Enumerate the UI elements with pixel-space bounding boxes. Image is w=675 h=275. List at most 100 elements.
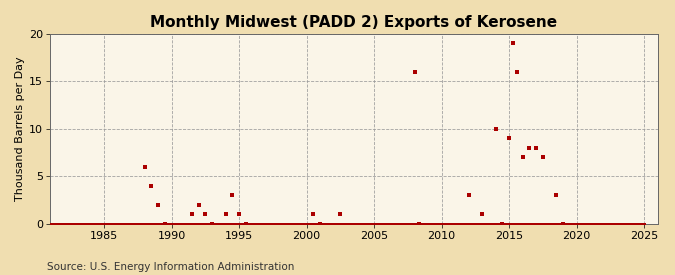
Point — [616, 222, 627, 226]
Point — [512, 70, 522, 74]
Point — [288, 222, 298, 226]
Point — [172, 222, 183, 226]
Point — [487, 222, 497, 226]
Point — [358, 222, 369, 226]
Point — [113, 222, 124, 226]
Point — [564, 222, 575, 226]
Point — [311, 222, 322, 226]
Point — [535, 222, 546, 226]
Point — [365, 222, 376, 226]
Point — [346, 222, 357, 226]
Point — [97, 222, 107, 226]
Point — [486, 222, 497, 226]
Point — [466, 222, 477, 226]
Point — [348, 222, 358, 226]
Point — [389, 222, 400, 226]
Point — [382, 222, 393, 226]
Point — [70, 222, 80, 226]
Point — [298, 222, 308, 226]
Point — [527, 222, 538, 226]
Point — [531, 146, 541, 150]
Point — [105, 222, 115, 226]
Point — [308, 222, 319, 226]
Point — [230, 222, 241, 226]
Point — [590, 222, 601, 226]
Point — [176, 222, 187, 226]
Point — [563, 222, 574, 226]
Point — [372, 222, 383, 226]
Point — [86, 222, 97, 226]
Point — [477, 222, 487, 226]
Point — [539, 222, 550, 226]
Point — [549, 222, 560, 226]
Point — [531, 222, 541, 226]
Point — [488, 222, 499, 226]
Point — [633, 222, 644, 226]
Point — [171, 222, 182, 226]
Point — [492, 222, 503, 226]
Point — [586, 222, 597, 226]
Point — [257, 222, 268, 226]
Point — [432, 222, 443, 226]
Point — [410, 222, 421, 226]
Point — [217, 222, 227, 226]
Point — [215, 222, 225, 226]
Point — [146, 184, 157, 188]
Point — [216, 222, 227, 226]
Point — [176, 222, 186, 226]
Point — [250, 222, 261, 226]
Point — [392, 222, 402, 226]
Point — [517, 222, 528, 226]
Point — [610, 222, 620, 226]
Point — [181, 222, 192, 226]
Point — [321, 222, 332, 226]
Point — [130, 222, 141, 226]
Point — [246, 222, 257, 226]
Point — [371, 222, 382, 226]
Point — [140, 222, 151, 226]
Point — [522, 222, 533, 226]
Point — [174, 222, 185, 226]
Point — [107, 222, 117, 226]
Point — [613, 222, 624, 226]
Point — [58, 222, 69, 226]
Point — [49, 222, 60, 226]
Point — [196, 222, 207, 226]
Point — [415, 222, 426, 226]
Point — [485, 222, 495, 226]
Point — [624, 222, 634, 226]
Point — [456, 222, 467, 226]
Point — [152, 222, 163, 226]
Point — [183, 222, 194, 226]
Point — [426, 222, 437, 226]
Point — [435, 222, 446, 226]
Point — [267, 222, 278, 226]
Point — [57, 222, 68, 226]
Point — [408, 222, 419, 226]
Point — [343, 222, 354, 226]
Point — [267, 222, 277, 226]
Point — [68, 222, 78, 226]
Point — [279, 222, 290, 226]
Point — [225, 222, 236, 226]
Point — [529, 222, 540, 226]
Point — [256, 222, 267, 226]
Point — [443, 222, 454, 226]
Point — [579, 222, 590, 226]
Point — [291, 222, 302, 226]
Point — [424, 222, 435, 226]
Point — [284, 222, 294, 226]
Point — [59, 222, 70, 226]
Point — [397, 222, 408, 226]
Point — [412, 222, 423, 226]
Point — [407, 222, 418, 226]
Point — [520, 222, 531, 226]
Point — [481, 222, 492, 226]
Point — [193, 203, 204, 207]
Point — [356, 222, 367, 226]
Point — [518, 222, 529, 226]
Point — [244, 222, 254, 226]
Point — [72, 222, 82, 226]
Point — [617, 222, 628, 226]
Point — [583, 222, 593, 226]
